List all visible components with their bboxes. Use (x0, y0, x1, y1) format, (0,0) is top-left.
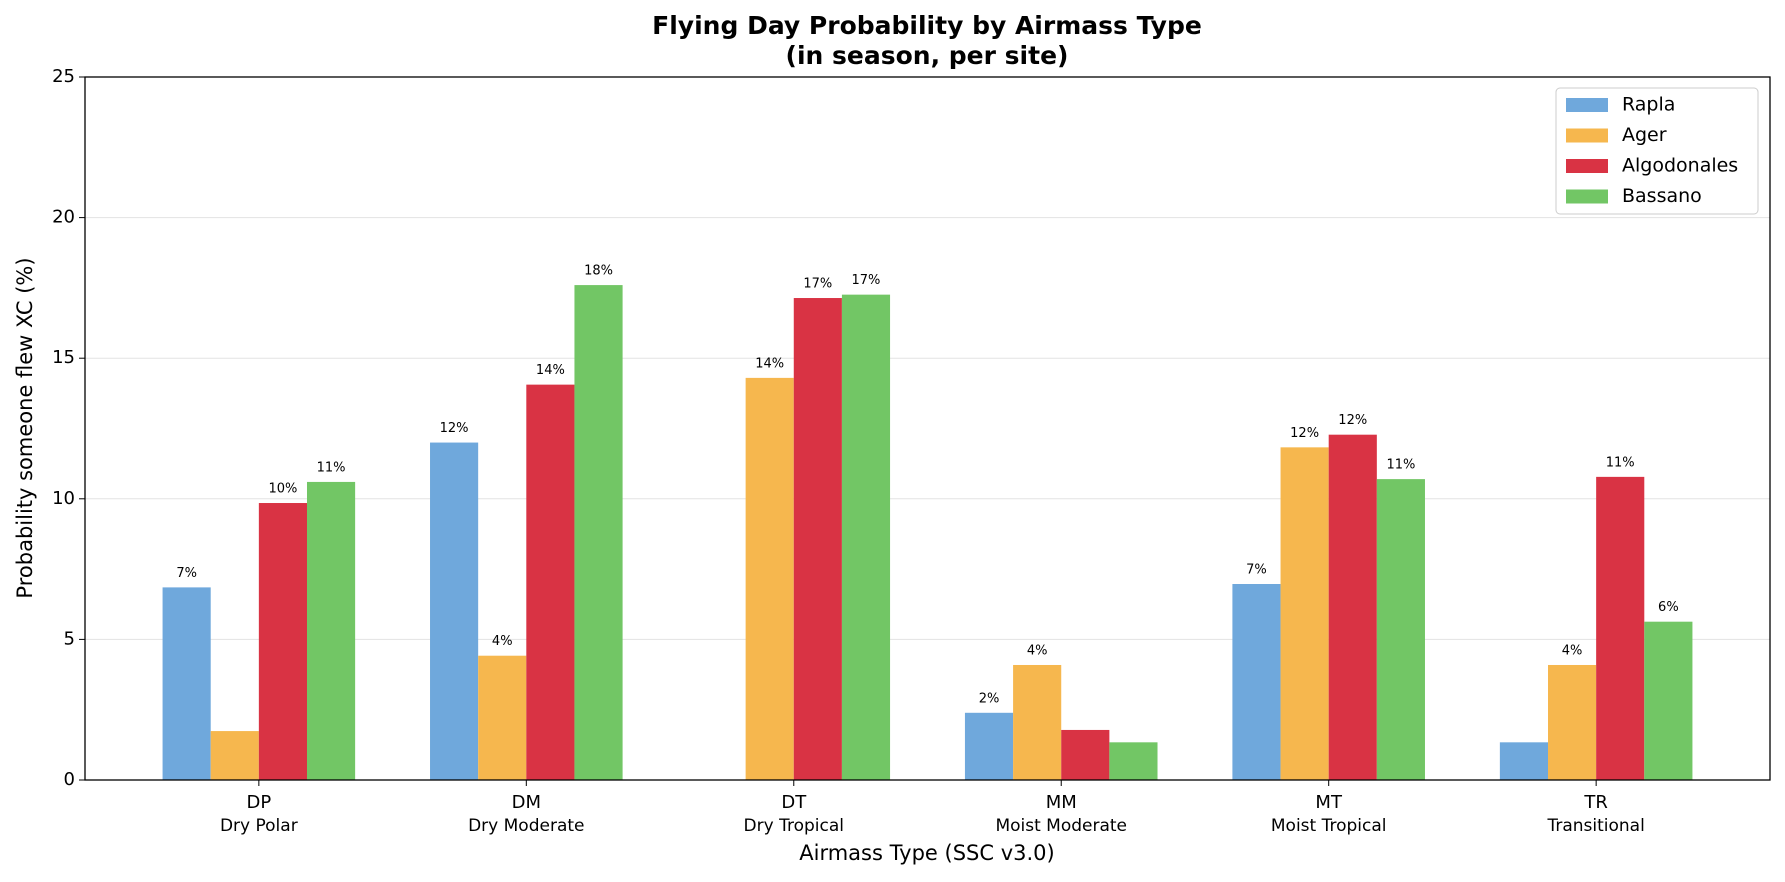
y-tick-label: 10 (52, 488, 75, 509)
bar (478, 655, 527, 780)
value-label: 14% (536, 363, 565, 378)
value-label: 17% (852, 273, 881, 288)
y-tick-label: 5 (64, 628, 75, 649)
value-label: 12% (1338, 413, 1367, 428)
legend-swatch (1566, 128, 1608, 143)
bar (526, 384, 575, 780)
x-tick-label: DM (512, 792, 541, 813)
bar (964, 712, 1014, 780)
x-tick-label: TR (1583, 792, 1608, 813)
bar (1644, 621, 1693, 780)
bar (162, 587, 211, 780)
value-label: 11% (1606, 455, 1635, 470)
value-label: 17% (803, 277, 832, 292)
legend-swatch (1566, 189, 1608, 204)
bar (1596, 476, 1645, 780)
bar (1013, 664, 1062, 780)
legend-label: Ager (1622, 124, 1667, 146)
value-label: 6% (1658, 600, 1679, 615)
y-tick-label: 15 (52, 347, 75, 368)
bar (1499, 742, 1549, 780)
x-tick-label: MM (1046, 792, 1077, 813)
x-tick-sublabel: Dry Moderate (468, 816, 584, 836)
bar (574, 285, 623, 780)
x-tick-sublabel: Transitional (1546, 816, 1644, 836)
value-label: 11% (317, 460, 346, 475)
y-tick-label: 0 (64, 769, 75, 790)
value-label: 7% (176, 566, 197, 581)
legend: Rapla Ager Algodonales Bassano (1555, 87, 1759, 215)
value-label: 4% (1562, 643, 1583, 658)
bar (210, 731, 259, 780)
x-axis-label: Airmass Type (SSC v3.0) (799, 841, 1054, 865)
value-label: 10% (268, 482, 297, 497)
plot-frame (84, 76, 1771, 781)
legend-label: Algodonales (1622, 155, 1738, 177)
value-label: 4% (492, 634, 513, 649)
bar (258, 503, 307, 780)
bar (1548, 664, 1597, 780)
x-tick-sublabel: Moist Moderate (995, 816, 1127, 836)
x-tick-label: MT (1315, 792, 1343, 813)
value-label: 14% (755, 356, 784, 371)
bar (1232, 584, 1281, 780)
bar (306, 481, 356, 780)
x-tick-sublabel: Moist Tropical (1271, 816, 1387, 836)
bar (1376, 479, 1425, 780)
value-label: 7% (1246, 563, 1267, 578)
legend-label: Bassano (1622, 185, 1702, 207)
chart-title: Flying Day Probability by Airmass Type (652, 11, 1202, 40)
bar (1280, 447, 1329, 780)
bar (1109, 742, 1158, 780)
legend-swatch (1566, 98, 1608, 112)
bar (430, 442, 479, 780)
value-label: 18% (584, 264, 613, 279)
bar (793, 298, 842, 780)
legend-box (1555, 87, 1759, 215)
bar (1328, 434, 1377, 780)
legend-swatch (1566, 159, 1608, 173)
bar (745, 377, 794, 780)
y-tick-label: 25 (52, 66, 75, 87)
x-tick-label: DT (781, 792, 807, 813)
value-label: 12% (440, 421, 469, 436)
x-tick-label: DP (246, 792, 271, 813)
value-label: 11% (1386, 458, 1415, 473)
y-tick-label: 20 (52, 207, 75, 228)
bar (841, 294, 891, 780)
bar (1061, 729, 1110, 780)
legend-label: Rapla (1622, 94, 1675, 116)
chart-subtitle: (in season, per site) (786, 41, 1069, 70)
value-label: 12% (1290, 426, 1319, 441)
x-tick-sublabel: Dry Polar (220, 816, 298, 836)
y-axis-label: Probability someone flew XC (%) (13, 257, 37, 598)
x-tick-sublabel: Dry Tropical (744, 816, 844, 836)
value-label: 2% (979, 691, 1000, 706)
value-label: 4% (1027, 643, 1048, 658)
